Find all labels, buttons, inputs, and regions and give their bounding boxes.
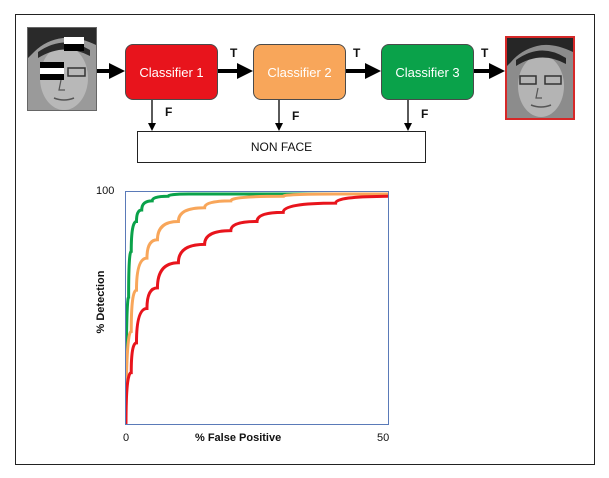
input-face-icon xyxy=(28,28,96,110)
true-label-1: T xyxy=(230,46,238,60)
false-label-3: F xyxy=(421,107,429,121)
figure-frame xyxy=(15,14,595,465)
y-axis-label-text: % Detection xyxy=(95,270,107,334)
y-tick-label: 100 xyxy=(96,185,115,197)
classifier-3-box: Classifier 3 xyxy=(381,44,474,100)
x-axis-label: % False Positive xyxy=(195,432,282,444)
classifier-2-box: Classifier 2 xyxy=(253,44,346,100)
roc-series-1 xyxy=(124,192,390,425)
classifier-1-box: Classifier 1 xyxy=(125,44,218,100)
roc-series-3 xyxy=(124,194,390,425)
non-face-box: NON FACE xyxy=(137,131,426,163)
false-label-2: F xyxy=(292,109,300,123)
x-tick-label-50: 50 xyxy=(377,432,390,444)
roc-plot-area xyxy=(124,191,390,425)
true-label-3: T xyxy=(481,46,489,60)
x-tick-label-0: 0 xyxy=(123,432,130,444)
roc-curves xyxy=(124,192,390,425)
roc-series-2 xyxy=(124,192,390,425)
input-face-image xyxy=(27,27,97,111)
output-face-icon xyxy=(507,38,573,118)
output-face-image xyxy=(505,36,575,120)
true-label-2: T xyxy=(353,46,361,60)
false-label-1: F xyxy=(165,105,173,119)
